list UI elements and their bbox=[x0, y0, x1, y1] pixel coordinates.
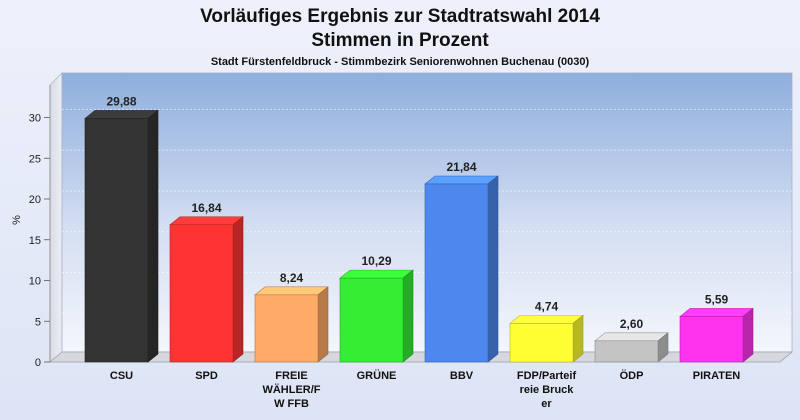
bars: 29,88 16,84 8,24 10,29 21,84 4,74 2,60 5,59 bbox=[84, 94, 754, 363]
x-tick-label: ÖDP bbox=[620, 369, 644, 382]
bar-front bbox=[424, 183, 489, 363]
bar-3: 10,29 bbox=[339, 254, 414, 363]
bar-top bbox=[424, 175, 499, 185]
x-tick-label: FDP/Parteif reie Bruck er bbox=[517, 370, 577, 410]
x-tick-label-line: WÄHLER/F bbox=[262, 383, 320, 396]
bar-5: 4,74 bbox=[509, 299, 584, 363]
bar-side bbox=[402, 269, 414, 363]
y-axis-title: % bbox=[11, 215, 23, 225]
bar-top bbox=[339, 269, 414, 279]
bar-7: 5,59 bbox=[679, 292, 754, 363]
data-label: 10,29 bbox=[361, 254, 391, 268]
bar-side bbox=[487, 175, 499, 363]
bar-top bbox=[679, 308, 754, 317]
x-tick-label-line: PIRATEN bbox=[693, 370, 741, 382]
y-tick-label: 30 bbox=[29, 113, 41, 125]
bar-side bbox=[742, 307, 754, 363]
data-label: 4,74 bbox=[535, 299, 559, 313]
bar-top bbox=[254, 286, 329, 296]
x-tick-label-line: CSU bbox=[110, 370, 133, 382]
bar-front bbox=[254, 294, 319, 363]
x-tick-label: FREIE WÄHLER/F W FFB bbox=[262, 370, 320, 410]
x-tick-label: SPD bbox=[195, 370, 218, 382]
bar-top bbox=[84, 110, 159, 119]
x-tick-label-line: FDP/Parteif bbox=[517, 370, 577, 382]
bar-top bbox=[169, 216, 244, 226]
x-tick-label: BBV bbox=[450, 370, 474, 382]
bar-front bbox=[84, 118, 149, 363]
y-tick-label: 20 bbox=[29, 194, 41, 206]
y-tick-label: 10 bbox=[29, 276, 41, 288]
bar-top bbox=[594, 332, 669, 342]
chart-title-line1: Vorläufiges Ergebnis zur Stadtratswahl 2… bbox=[200, 6, 600, 27]
bar-front bbox=[679, 316, 744, 363]
bar-0: 29,88 bbox=[84, 94, 159, 363]
bar-2: 8,24 bbox=[254, 271, 329, 363]
x-tick-label-line: reie Bruck bbox=[520, 384, 575, 396]
x-tick-label-line: BBV bbox=[450, 370, 474, 382]
plot-left-wall bbox=[49, 72, 63, 363]
data-label: 16,84 bbox=[191, 201, 221, 215]
x-tick-label-line: SPD bbox=[195, 370, 218, 382]
bar-front bbox=[339, 277, 404, 363]
y-tick-label: 25 bbox=[29, 153, 41, 165]
x-tick-label-line: FREIE bbox=[275, 370, 307, 382]
data-label: 2,60 bbox=[620, 317, 644, 331]
x-tick-label: PIRATEN bbox=[693, 370, 741, 382]
bar-front bbox=[594, 340, 659, 363]
x-tick-label: CSU bbox=[110, 370, 133, 382]
bar-1: 16,84 bbox=[169, 201, 244, 363]
data-label: 21,84 bbox=[446, 160, 476, 174]
data-label: 29,88 bbox=[106, 94, 136, 108]
data-label: 5,59 bbox=[705, 292, 729, 306]
bar-top bbox=[509, 315, 584, 324]
x-tick-label: GRÜNE bbox=[357, 369, 397, 382]
chart-title-line2: Stimmen in Prozent bbox=[311, 30, 489, 51]
bar-6: 2,60 bbox=[594, 317, 669, 363]
x-tick-label-line: ÖDP bbox=[620, 369, 644, 382]
y-tick-label: 0 bbox=[35, 357, 41, 369]
data-label: 8,24 bbox=[280, 271, 304, 285]
bar-front bbox=[169, 224, 234, 363]
x-tick-label-line: er bbox=[541, 398, 552, 410]
bar-side bbox=[317, 286, 329, 363]
x-tick-label-line: GRÜNE bbox=[357, 369, 397, 382]
y-axis: 0 5 10 15 20 25 30 bbox=[29, 85, 51, 369]
bar-front bbox=[509, 323, 574, 363]
bar-4: 21,84 bbox=[424, 160, 499, 363]
y-tick-label: 5 bbox=[35, 316, 41, 328]
chart-subtitle: Stadt Fürstenfeldbruck - Stimmbezirk Sen… bbox=[211, 56, 590, 68]
bar-side bbox=[147, 109, 159, 363]
bar-side bbox=[232, 216, 244, 363]
bar-side bbox=[572, 314, 584, 363]
x-tick-label-line: W FFB bbox=[274, 398, 309, 410]
y-tick-label: 15 bbox=[29, 235, 41, 247]
category-labels: CSU SPD FREIE WÄHLER/F W FFB GRÜNE BBV FDP/Part… bbox=[110, 369, 740, 410]
